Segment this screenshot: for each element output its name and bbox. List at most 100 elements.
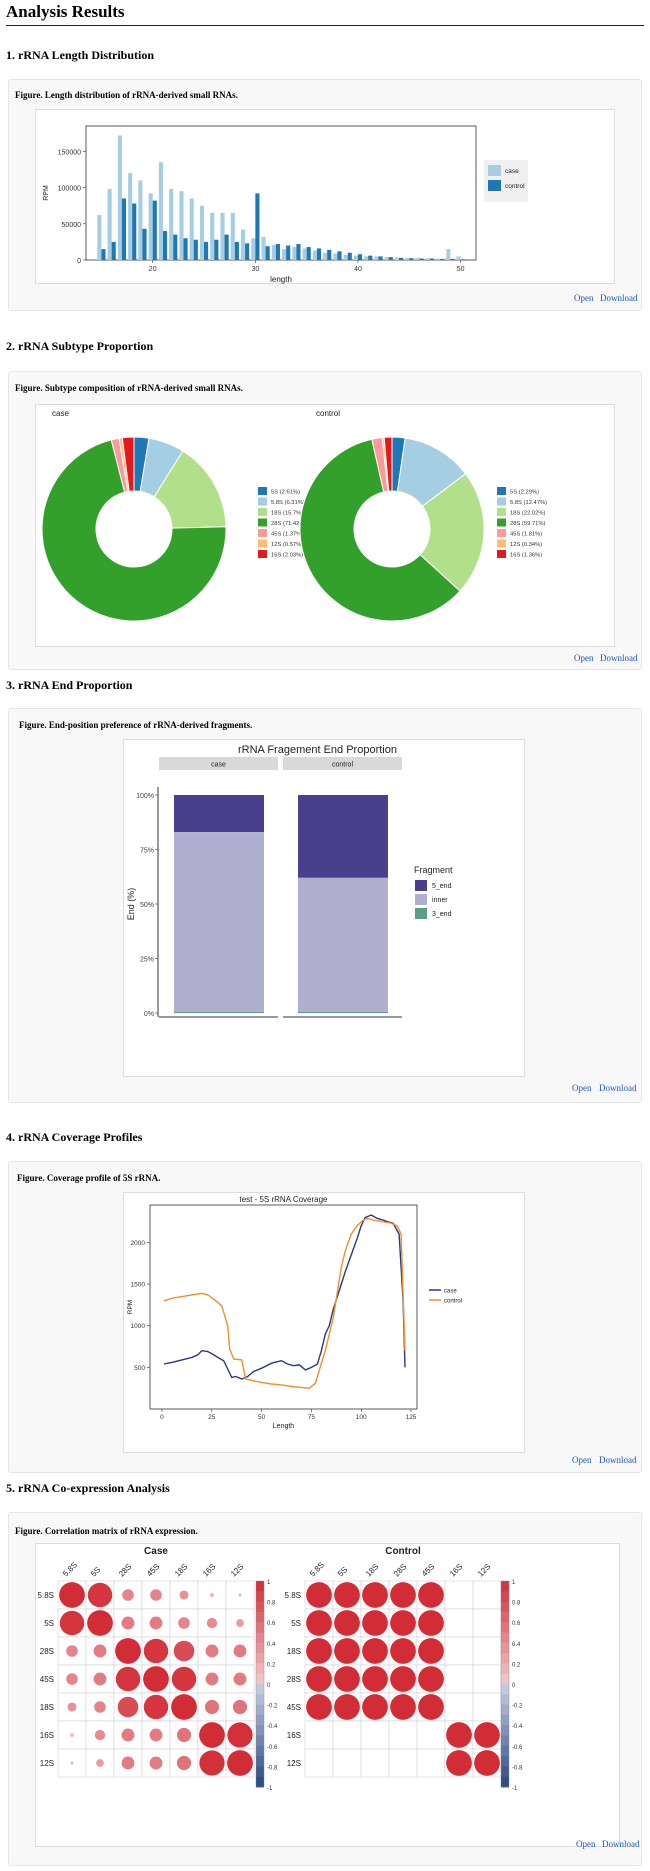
x-tick-label: 125 — [406, 1414, 417, 1421]
col-label: 28S — [392, 1562, 408, 1578]
corr-circle — [446, 1722, 472, 1748]
colorbar-segment — [501, 1766, 509, 1778]
colorbar-segment — [501, 1642, 509, 1654]
corr-circle — [150, 1589, 162, 1601]
corr-circle — [173, 1640, 195, 1662]
bar-case — [148, 193, 153, 260]
colorbar-segment — [501, 1663, 509, 1675]
row-label: 45S — [287, 1703, 301, 1712]
corr-circle — [390, 1610, 416, 1636]
coverage-profile-card: Figure. Coverage profile of 5S rRNA. tes… — [8, 1161, 642, 1473]
x-tick-label: 50 — [258, 1414, 266, 1421]
y-tick-label: 25% — [140, 957, 154, 964]
bar-case — [240, 229, 246, 260]
bar-control — [409, 258, 414, 260]
matrix-cell — [388, 1720, 418, 1750]
section-title-length-distribution: 1. rRNA Length Distribution — [6, 48, 155, 62]
corr-circle — [171, 1666, 197, 1692]
colorbar-segment — [501, 1776, 509, 1788]
open-link[interactable]: Open — [574, 653, 594, 663]
colorbar-segment — [256, 1735, 264, 1747]
colorbar-tick-label: 0 — [512, 1683, 516, 1689]
bar-control — [399, 257, 404, 260]
corr-circle — [205, 1644, 219, 1658]
download-link[interactable]: Download — [602, 1839, 640, 1849]
bar-control — [121, 198, 127, 260]
corr-circle — [306, 1610, 332, 1636]
col-label: 45S — [145, 1562, 161, 1578]
bar-case — [312, 250, 317, 260]
legend-swatch-control — [488, 180, 501, 191]
subtype-pie-charts: case 5S (2.61%) 5.8S (6.31%) 18S (15.7%) 28S… — [41, 409, 547, 622]
row-label: 12S — [287, 1759, 301, 1768]
corr-circle — [362, 1610, 388, 1636]
bar-control — [450, 258, 455, 260]
bar-case — [199, 205, 205, 260]
download-link[interactable]: Download — [600, 653, 638, 663]
x-tick-label: 75 — [308, 1414, 316, 1421]
title-divider — [6, 25, 644, 26]
download-link[interactable]: Download — [599, 1083, 637, 1093]
bar-control — [388, 257, 393, 260]
colorbar-segment — [256, 1591, 264, 1603]
col-label: 45S — [420, 1562, 436, 1578]
colorbar-tick-label: 0.2 — [267, 1662, 276, 1668]
corr-circle — [93, 1672, 107, 1686]
open-link[interactable]: Open — [574, 293, 594, 303]
y-tick-label: 100% — [136, 793, 154, 800]
colorbar-segment — [256, 1756, 264, 1767]
corr-circle — [390, 1694, 416, 1720]
bar-segment-inner — [298, 877, 388, 1012]
facet-strip-control — [283, 757, 402, 770]
y-tick-label: 500 — [134, 1365, 145, 1372]
legend-swatch-inner — [415, 894, 427, 905]
bar-case — [394, 257, 400, 260]
legend-swatch-case — [488, 165, 501, 176]
bar-control — [204, 241, 209, 260]
open-link[interactable]: Open — [576, 1839, 596, 1849]
bar-control — [255, 193, 260, 260]
section-title-subtype-proportion: 2. rRNA Subtype Proportion — [6, 339, 154, 353]
colorbar-segment — [501, 1591, 509, 1603]
colorbar-segment — [501, 1714, 509, 1726]
section-title-end-proportion: 3. rRNA End Proportion — [6, 678, 133, 692]
legend-swatch — [497, 518, 506, 527]
row-label: 5S — [44, 1619, 54, 1628]
corr-circle — [446, 1750, 472, 1776]
colorbar-tick-label: -1 — [267, 1786, 273, 1792]
legend-label-3_end: 3_end — [432, 911, 452, 918]
line-case — [163, 1214, 406, 1380]
open-link[interactable]: Open — [572, 1455, 592, 1465]
bar-case — [384, 257, 389, 260]
colorbar-segment — [256, 1725, 264, 1736]
corr-circle — [390, 1666, 416, 1692]
bar-case — [179, 191, 184, 260]
matrix-cell — [472, 1664, 502, 1694]
facet-label-case: case — [211, 762, 226, 769]
download-link[interactable]: Download — [600, 293, 638, 303]
bar-segment-5_end — [298, 795, 388, 878]
corr-circle — [93, 1644, 107, 1658]
colorbar-border — [255, 1580, 265, 1788]
corr-circle — [143, 1666, 169, 1692]
bar-control — [193, 239, 198, 260]
row-label: 5.8S — [285, 1591, 301, 1600]
matrix-cell — [304, 1720, 334, 1750]
bar-control — [337, 251, 342, 260]
download-link[interactable]: Download — [599, 1455, 637, 1465]
matrix-cell — [388, 1748, 418, 1778]
y-tick-label: 1500 — [131, 1282, 146, 1289]
legend-label-case: case — [505, 168, 519, 175]
open-link[interactable]: Open — [572, 1083, 592, 1093]
colorbar-segment — [501, 1632, 509, 1644]
pie-title-control: control — [316, 409, 340, 418]
colorbar-segment — [256, 1622, 264, 1633]
corr-circle — [205, 1672, 219, 1686]
bar-control — [265, 246, 270, 260]
bar-case — [169, 189, 174, 260]
bar-case — [425, 258, 430, 260]
colorbar-segment — [501, 1673, 509, 1685]
corr-circle — [227, 1722, 253, 1748]
bar-case — [128, 173, 133, 260]
bar-control — [460, 259, 465, 260]
